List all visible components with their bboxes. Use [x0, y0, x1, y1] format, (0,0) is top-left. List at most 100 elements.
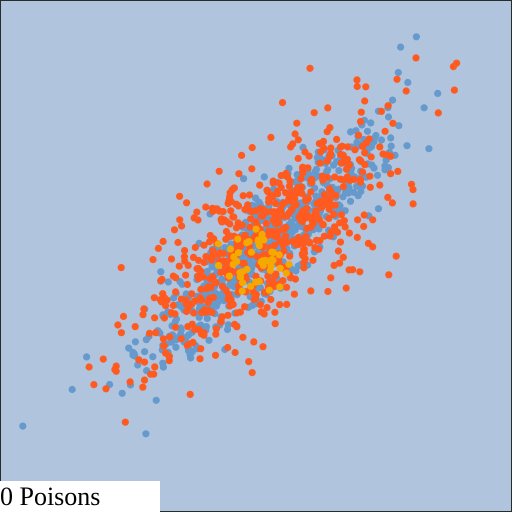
scatter-point [182, 271, 190, 279]
scatter-point [200, 258, 208, 267]
scatter-point [381, 127, 389, 135]
scatter-point [199, 273, 207, 281]
scatter-point [288, 198, 296, 206]
scatter-point [323, 157, 331, 165]
scatter-point [267, 295, 275, 304]
scatter-point [159, 237, 167, 245]
scatter-point [167, 255, 176, 263]
scatter-point [158, 275, 166, 283]
scatter-point [225, 272, 233, 280]
scatter-point [227, 207, 235, 215]
scatter-point [114, 321, 122, 329]
scatter-point [175, 262, 183, 270]
scatter-point [191, 243, 199, 252]
scatter-point [337, 211, 345, 219]
scatter-point [404, 78, 412, 87]
scatter-point [286, 177, 294, 185]
scatter-point [339, 253, 347, 261]
scatter-point [311, 244, 319, 252]
scatter-point [346, 197, 355, 205]
scatter-point [234, 202, 243, 210]
scatter-point [354, 216, 362, 224]
scatter-point [177, 295, 185, 303]
scatter-point [166, 333, 174, 341]
scatter-point [99, 355, 107, 363]
scatter-point [384, 102, 392, 110]
scatter-point [221, 244, 229, 252]
scatter-point [254, 236, 263, 244]
scatter-point [151, 314, 159, 322]
scatter-point [376, 181, 384, 189]
scatter-point [140, 358, 149, 366]
scatter-point [282, 232, 290, 240]
scatter-point [384, 193, 392, 201]
scatter-point [323, 168, 331, 176]
scatter-point [343, 173, 351, 181]
scatter-point [142, 430, 150, 438]
scatter-point [285, 190, 293, 198]
scatter-point [353, 82, 361, 91]
scatter-point [238, 287, 246, 295]
scatter-point [246, 223, 254, 231]
scatter-point [233, 323, 241, 331]
scatter-point [356, 118, 365, 126]
scatter-point [170, 226, 179, 234]
scatter-point [327, 144, 335, 152]
scatter-point [412, 54, 420, 62]
scatter-point [324, 104, 332, 112]
scatter-point [384, 113, 393, 121]
scatter-point [210, 300, 218, 308]
scatter-point [310, 109, 318, 117]
scatter-point [214, 240, 222, 248]
scatter-point [307, 287, 315, 295]
scatter-point [425, 145, 433, 153]
scatter-point [409, 186, 417, 194]
scatter-point [370, 164, 378, 172]
scatter-point [239, 192, 247, 200]
scatter-point [191, 326, 199, 334]
scatter-point [169, 301, 177, 310]
scatter-point [139, 311, 147, 319]
scatter-point [279, 200, 287, 208]
scatter-point [149, 256, 157, 264]
scatter-point [313, 213, 321, 221]
scatter-point [243, 265, 251, 273]
scatter-point [309, 256, 317, 264]
scatter-point [409, 200, 417, 208]
scatter-point [234, 249, 243, 257]
scatter-point [319, 220, 327, 228]
scatter-point [209, 293, 217, 302]
scatter-point [338, 142, 346, 150]
scatter-point [434, 109, 442, 117]
scatter-point [279, 241, 287, 249]
scatter-point [151, 363, 159, 371]
scatter-point [275, 251, 283, 259]
scatter-point [224, 311, 232, 319]
scatter-point [83, 353, 91, 361]
scatter-point [191, 297, 199, 305]
scatter-point [248, 144, 256, 152]
scatter-point [197, 345, 205, 353]
scatter-point [271, 308, 279, 316]
scatter-point [217, 317, 225, 326]
scatter-point [121, 418, 129, 426]
scatter-point [268, 248, 276, 256]
scatter-point [373, 171, 382, 179]
scatter-point [117, 329, 125, 337]
scatter-point [330, 261, 338, 269]
scatter-point [271, 320, 279, 328]
scatter-point [230, 184, 238, 192]
scatter-point [449, 63, 457, 71]
scatter-point [126, 378, 134, 386]
scatter-point [333, 228, 342, 236]
scatter-point [357, 108, 365, 116]
scatter-point [112, 362, 120, 370]
scatter-point [293, 119, 301, 127]
scatter-point [245, 358, 253, 366]
scatter-point [357, 157, 365, 165]
scatter-point [300, 239, 308, 247]
scatter-point [200, 329, 208, 337]
scatter-point [366, 172, 374, 180]
scatter-point [231, 348, 239, 357]
